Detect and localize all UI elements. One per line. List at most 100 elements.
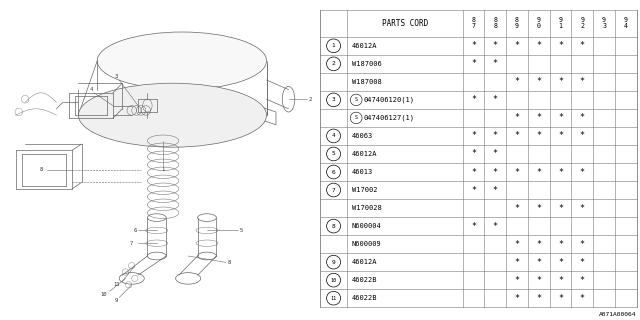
Text: *: * bbox=[536, 113, 541, 123]
Ellipse shape bbox=[79, 83, 267, 147]
Text: W187008: W187008 bbox=[352, 79, 381, 85]
Text: *: * bbox=[493, 59, 498, 68]
Text: *: * bbox=[515, 204, 520, 212]
Text: *: * bbox=[536, 132, 541, 140]
Text: 1: 1 bbox=[332, 43, 335, 48]
Text: *: * bbox=[536, 77, 541, 86]
Text: *: * bbox=[580, 132, 585, 140]
Text: *: * bbox=[536, 276, 541, 285]
Text: *: * bbox=[580, 204, 585, 212]
Text: 10: 10 bbox=[100, 292, 107, 297]
Text: *: * bbox=[515, 276, 520, 285]
Text: W17002: W17002 bbox=[352, 187, 378, 193]
Text: 8
8: 8 8 bbox=[493, 17, 497, 29]
Text: 5: 5 bbox=[240, 228, 243, 233]
Text: *: * bbox=[515, 258, 520, 267]
Text: *: * bbox=[471, 59, 476, 68]
Text: *: * bbox=[536, 204, 541, 212]
Text: A071A00064: A071A00064 bbox=[599, 312, 637, 317]
Text: *: * bbox=[558, 276, 563, 285]
Text: *: * bbox=[493, 221, 498, 231]
Text: *: * bbox=[536, 258, 541, 267]
Text: *: * bbox=[493, 132, 498, 140]
Text: *: * bbox=[493, 95, 498, 104]
Text: *: * bbox=[471, 186, 476, 195]
Text: *: * bbox=[536, 41, 541, 50]
Text: 46012A: 46012A bbox=[352, 43, 378, 49]
Text: *: * bbox=[493, 149, 498, 158]
Text: PARTS CORD: PARTS CORD bbox=[381, 19, 428, 28]
Text: *: * bbox=[515, 167, 520, 177]
Text: W187006: W187006 bbox=[352, 61, 381, 67]
Text: 46013: 46013 bbox=[352, 169, 373, 175]
Text: *: * bbox=[580, 276, 585, 285]
Text: 9
3: 9 3 bbox=[602, 17, 606, 29]
Text: 047406127(1): 047406127(1) bbox=[364, 115, 415, 121]
Text: *: * bbox=[471, 167, 476, 177]
Text: *: * bbox=[558, 294, 563, 303]
Text: 46063: 46063 bbox=[352, 133, 373, 139]
Text: *: * bbox=[580, 113, 585, 123]
Text: *: * bbox=[515, 294, 520, 303]
Text: W170028: W170028 bbox=[352, 205, 381, 211]
Text: *: * bbox=[580, 41, 585, 50]
Text: *: * bbox=[471, 221, 476, 231]
Text: *: * bbox=[515, 240, 520, 249]
Text: *: * bbox=[558, 132, 563, 140]
Text: 11: 11 bbox=[113, 282, 119, 287]
Text: 3: 3 bbox=[115, 74, 118, 79]
Text: 46022B: 46022B bbox=[352, 295, 378, 301]
Text: 7: 7 bbox=[332, 188, 335, 193]
Text: 3: 3 bbox=[332, 97, 335, 102]
Text: 8: 8 bbox=[332, 224, 335, 228]
Text: 4: 4 bbox=[332, 133, 335, 139]
Text: *: * bbox=[471, 132, 476, 140]
Text: *: * bbox=[536, 294, 541, 303]
Text: 8
9: 8 9 bbox=[515, 17, 519, 29]
Text: S: S bbox=[355, 116, 358, 120]
Text: 1: 1 bbox=[161, 167, 164, 172]
Text: *: * bbox=[558, 204, 563, 212]
Text: *: * bbox=[515, 132, 520, 140]
Text: *: * bbox=[493, 186, 498, 195]
Text: *: * bbox=[515, 113, 520, 123]
Text: *: * bbox=[536, 167, 541, 177]
Text: *: * bbox=[558, 113, 563, 123]
Text: N600004: N600004 bbox=[352, 223, 381, 229]
Text: 11: 11 bbox=[330, 296, 337, 301]
Text: *: * bbox=[493, 167, 498, 177]
Text: 6: 6 bbox=[332, 170, 335, 174]
Text: 9: 9 bbox=[332, 260, 335, 265]
Text: 46012A: 46012A bbox=[352, 151, 378, 157]
Text: *: * bbox=[580, 294, 585, 303]
Text: 8: 8 bbox=[227, 260, 230, 265]
Text: N600009: N600009 bbox=[352, 241, 381, 247]
Text: *: * bbox=[558, 77, 563, 86]
Ellipse shape bbox=[97, 32, 267, 90]
Text: *: * bbox=[471, 41, 476, 50]
Text: 5: 5 bbox=[332, 151, 335, 156]
Text: 8
7: 8 7 bbox=[472, 17, 476, 29]
Text: *: * bbox=[558, 240, 563, 249]
Text: 2: 2 bbox=[309, 97, 312, 102]
Text: S: S bbox=[355, 97, 358, 102]
Text: *: * bbox=[580, 258, 585, 267]
Text: *: * bbox=[471, 95, 476, 104]
Text: *: * bbox=[471, 149, 476, 158]
Text: *: * bbox=[536, 240, 541, 249]
Text: 7: 7 bbox=[130, 241, 133, 246]
Text: *: * bbox=[493, 41, 498, 50]
Text: *: * bbox=[515, 77, 520, 86]
Text: 047406120(1): 047406120(1) bbox=[364, 97, 415, 103]
Text: 6: 6 bbox=[133, 228, 136, 233]
Text: 9
2: 9 2 bbox=[580, 17, 584, 29]
Text: 9: 9 bbox=[115, 298, 118, 303]
Text: *: * bbox=[580, 167, 585, 177]
Text: 46022B: 46022B bbox=[352, 277, 378, 283]
Text: 10: 10 bbox=[330, 278, 337, 283]
Text: *: * bbox=[558, 41, 563, 50]
Text: *: * bbox=[580, 240, 585, 249]
Text: *: * bbox=[558, 167, 563, 177]
Text: *: * bbox=[580, 77, 585, 86]
Text: 2: 2 bbox=[332, 61, 335, 66]
